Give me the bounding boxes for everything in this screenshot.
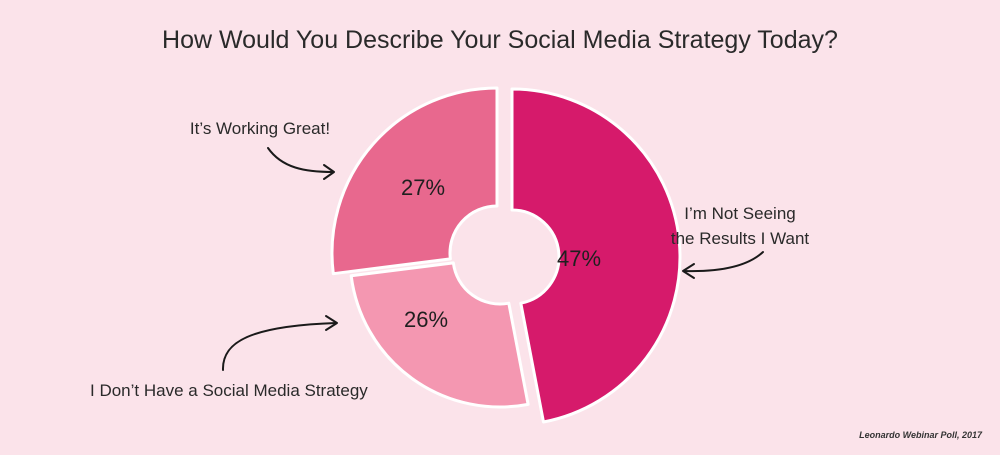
slice-value-label: 26%	[404, 307, 448, 332]
slices-group	[330, 86, 682, 424]
callout-working-great: It’s Working Great!	[189, 119, 331, 138]
callout-arrows	[221, 147, 764, 371]
arrowhead-not-seeing	[682, 263, 695, 279]
arrow-no-strategy	[221, 322, 337, 371]
source-note: Leonardo Webinar Poll, 2017	[859, 430, 982, 440]
callout-not-seeing-line1: I’m Not Seeing	[684, 204, 796, 223]
pie-slice-26	[349, 261, 530, 409]
arrow-working-great	[267, 147, 334, 173]
callout-not-seeing-results: I’m Not Seeing the Results I Want	[640, 201, 840, 251]
value-labels-group: 47% 26% 27%	[401, 175, 601, 332]
pie-slice-47	[510, 87, 682, 424]
callout-not-seeing-line2: the Results I Want	[670, 229, 810, 248]
slice-value-label: 47%	[557, 246, 601, 271]
slice-value-label: 27%	[401, 175, 445, 200]
arrowhead-no-strategy	[325, 315, 338, 331]
arrowhead-working-great	[323, 164, 335, 180]
chart-title: How Would You Describe Your Social Media…	[162, 26, 838, 54]
callout-no-strategy: I Don’t Have a Social Media Strategy	[90, 381, 368, 400]
pie-slice-27	[330, 86, 499, 276]
arrow-not-seeing	[683, 251, 764, 273]
